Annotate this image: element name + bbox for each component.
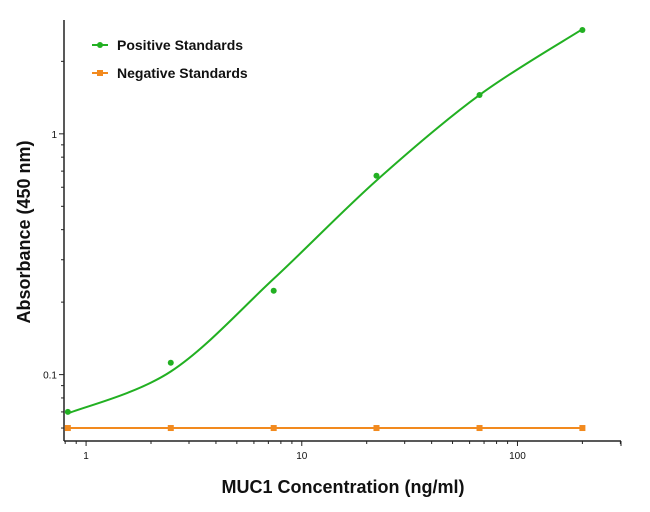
- negative-point: [270, 425, 277, 432]
- x-tick-label: 10: [296, 451, 308, 462]
- legend-item-negative: Negative Standards: [92, 65, 248, 81]
- legend-label-negative: Negative Standards: [117, 65, 248, 81]
- negative-point: [373, 425, 380, 432]
- positive-point: [579, 26, 586, 33]
- negative-point: [579, 425, 586, 432]
- positive-point: [64, 408, 71, 415]
- x-tick-label: 100: [509, 451, 526, 462]
- marks: [64, 26, 586, 432]
- x-tick-label: 1: [83, 451, 89, 462]
- positive-point: [270, 287, 277, 294]
- negative-point: [476, 425, 483, 432]
- negative-point: [64, 425, 71, 432]
- y-tick-label: 1: [51, 130, 57, 141]
- positive-point: [373, 172, 380, 179]
- x-axis-label: MUC1 Concentration (ng/ml): [222, 477, 465, 497]
- positive-fit-curve: [67, 28, 583, 415]
- legend-marker-positive: [97, 42, 103, 48]
- axes: 0.1 1 1 10 100: [43, 20, 622, 462]
- positive-point: [476, 91, 483, 98]
- positive-point: [167, 359, 174, 366]
- negative-point: [167, 425, 174, 432]
- legend: Positive Standards Negative Standards: [92, 37, 248, 81]
- legend-item-positive: Positive Standards: [92, 37, 243, 53]
- legend-marker-negative: [97, 70, 103, 76]
- y-axis-label: Absorbance (450 nm): [14, 140, 34, 323]
- y-tick-label: 0.1: [43, 371, 57, 382]
- legend-label-positive: Positive Standards: [117, 37, 243, 53]
